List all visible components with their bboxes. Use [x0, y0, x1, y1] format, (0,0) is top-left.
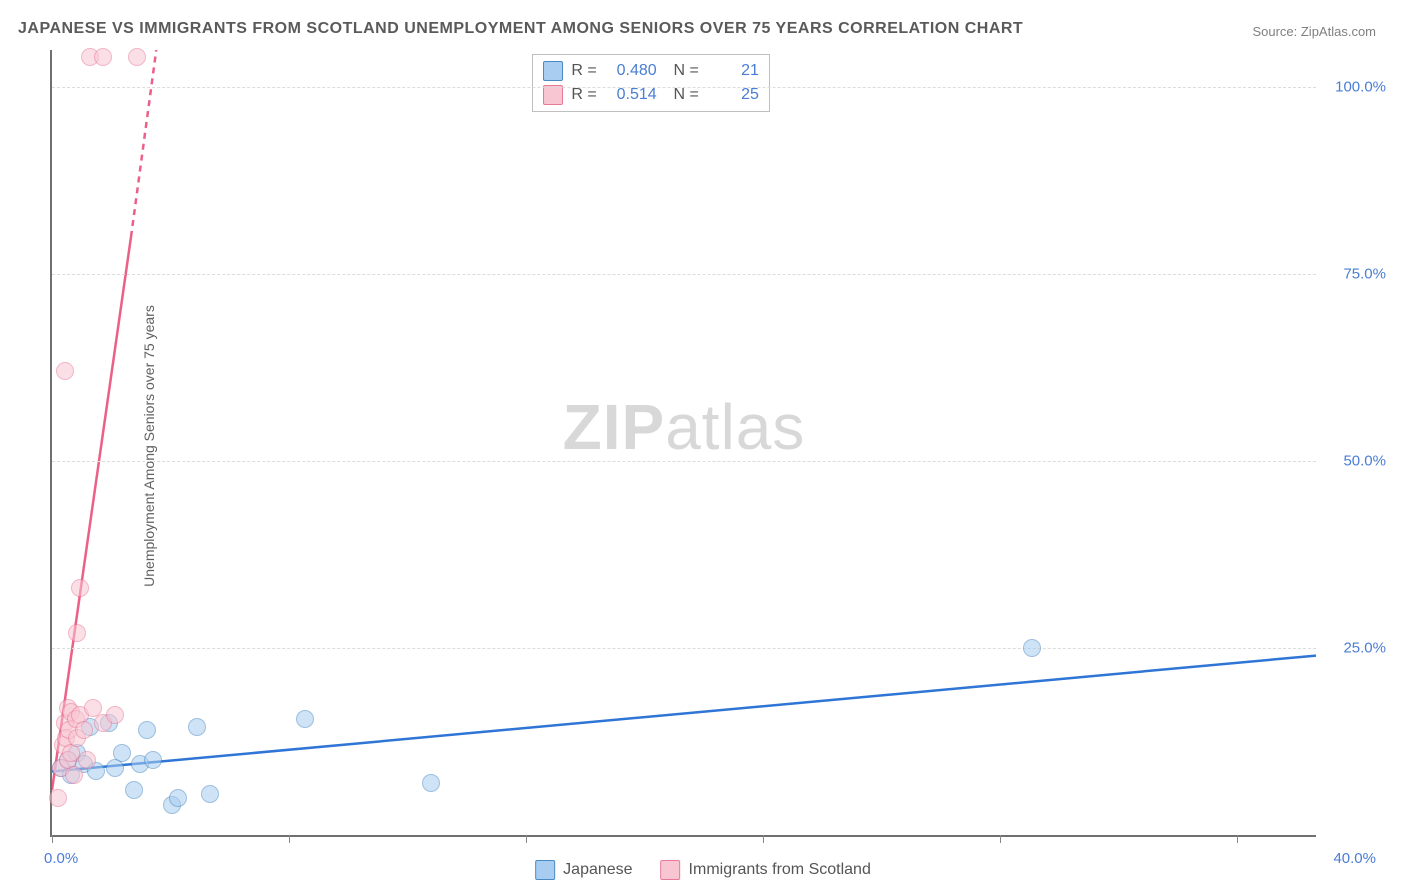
legend-label-japanese: Japanese: [563, 861, 632, 879]
y-tick-label: 50.0%: [1326, 453, 1386, 470]
data-point: [106, 706, 124, 724]
r-value-scotland: 0.514: [605, 86, 657, 104]
legend-row-japanese: R = 0.480 N = 21: [543, 59, 759, 83]
data-point: [71, 579, 89, 597]
gridline-h: [52, 461, 1316, 462]
data-point: [125, 781, 143, 799]
data-point: [78, 751, 96, 769]
swatch-scotland: [661, 860, 681, 880]
n-value-japanese: 21: [707, 62, 759, 80]
data-point: [75, 721, 93, 739]
gridline-h: [52, 87, 1316, 88]
x-tick-label: 40.0%: [1333, 850, 1376, 867]
series-legend: Japanese Immigrants from Scotland: [535, 860, 871, 880]
data-point: [56, 362, 74, 380]
data-point: [128, 48, 146, 66]
x-tick: [52, 835, 53, 843]
swatch-japanese: [543, 61, 563, 81]
data-point: [113, 744, 131, 762]
data-point: [65, 766, 83, 784]
r-label: R =: [571, 86, 596, 104]
r-label: R =: [571, 62, 596, 80]
swatch-japanese: [535, 860, 555, 880]
data-point: [144, 751, 162, 769]
r-value-japanese: 0.480: [605, 62, 657, 80]
data-point: [1023, 639, 1041, 657]
n-label: N =: [665, 86, 699, 104]
x-tick: [1000, 835, 1001, 843]
legend-item-scotland: Immigrants from Scotland: [661, 860, 871, 880]
data-point: [138, 721, 156, 739]
data-point: [296, 710, 314, 728]
data-point: [49, 789, 67, 807]
data-point: [169, 789, 187, 807]
data-point: [188, 718, 206, 736]
x-tick: [1237, 835, 1238, 843]
y-tick-label: 25.0%: [1326, 640, 1386, 657]
y-tick-label: 75.0%: [1326, 266, 1386, 283]
data-point: [94, 48, 112, 66]
data-point: [201, 785, 219, 803]
trend-line: [131, 50, 156, 237]
source-attribution: Source: ZipAtlas.com: [1252, 24, 1376, 39]
trend-lines-layer: [52, 50, 1316, 835]
x-tick: [763, 835, 764, 843]
legend-item-japanese: Japanese: [535, 860, 632, 880]
correlation-legend: R = 0.480 N = 21 R = 0.514 N = 25: [532, 54, 770, 112]
x-tick-label: 0.0%: [44, 850, 78, 867]
data-point: [68, 624, 86, 642]
data-point: [422, 774, 440, 792]
gridline-h: [52, 648, 1316, 649]
trend-line: [52, 656, 1316, 772]
gridline-h: [52, 274, 1316, 275]
x-tick: [289, 835, 290, 843]
plot-area: ZIPatlas R = 0.480 N = 21 R = 0.514 N = …: [50, 50, 1316, 837]
watermark-light: atlas: [665, 391, 805, 463]
chart-title: JAPANESE VS IMMIGRANTS FROM SCOTLAND UNE…: [18, 20, 1023, 38]
legend-label-scotland: Immigrants from Scotland: [689, 861, 871, 879]
n-label: N =: [665, 62, 699, 80]
watermark-bold: ZIP: [563, 391, 666, 463]
y-tick-label: 100.0%: [1326, 79, 1386, 96]
watermark: ZIPatlas: [563, 390, 806, 464]
x-tick: [526, 835, 527, 843]
n-value-scotland: 25: [707, 86, 759, 104]
chart-container: JAPANESE VS IMMIGRANTS FROM SCOTLAND UNE…: [0, 0, 1406, 892]
